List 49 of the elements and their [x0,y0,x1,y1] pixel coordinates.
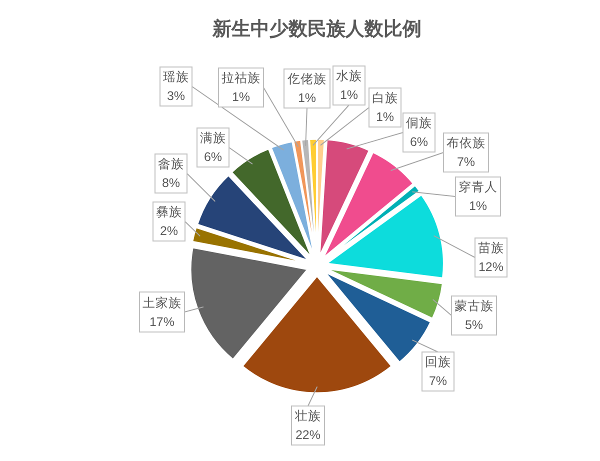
data-label: 2% [160,224,178,238]
data-label: 7% [428,374,448,388]
data-label: 蒙古族 5% [451,296,497,336]
slice-label: 满族 [200,131,226,145]
data-label: 12% [478,260,504,274]
slice-label: 穿青人 [458,180,498,194]
slice-label: 白族 [372,91,398,105]
data-label: 回族 7% [422,352,454,392]
title: 新生中少数民族人数比例 [212,19,422,40]
data-label: 17% [149,315,175,329]
data-label: 6% [204,150,222,164]
data-label: 彝族 2% [152,202,186,242]
data-label: 瑶族 3% [160,66,192,106]
data-label: 22% [295,428,321,442]
slice-label: 畲族 [158,157,184,171]
slice-label: 土家族 [142,295,182,310]
slice-label: 苗族 [478,241,504,255]
data-label: 1% [340,88,358,102]
slice-label: 拉祜族 [222,71,260,85]
data-label: 6% [410,135,428,149]
slice-label: 水族 [336,69,362,83]
slice-label: 彝族 [156,205,182,219]
slice-label: 仡佬族 [286,72,326,86]
data-label: 3% [166,89,186,103]
slice-label: 壮族 [294,409,321,423]
slice-label: 回族 [425,355,451,369]
data-label: 1% [298,91,316,105]
data-label: 1% [376,110,394,124]
data-label: 布依族 7% [443,132,489,172]
data-label: 壮族 22% [291,406,325,446]
slice-label: 布依族 [446,136,486,150]
data-label: 仡佬族 1% [284,68,330,108]
data-label: 畲族 8% [154,154,188,194]
data-label: 7% [456,155,476,169]
data-label: 水族 1% [332,66,366,106]
data-label: 5% [464,318,484,332]
data-label: 白族 1% [368,88,402,128]
data-label: 侗族 6% [402,112,436,152]
data-label: 拉祜族 1% [218,68,264,108]
data-label: 穿青人 1% [455,176,501,216]
data-label: 满族 6% [196,128,230,168]
data-label: 8% [162,176,180,190]
slice-label: 瑶族 [163,70,189,84]
slice-label: 蒙古族 [454,299,494,313]
slice-label: 侗族 [406,116,432,130]
data-label: 苗族 12% [474,238,508,278]
data-label: 1% [468,199,488,213]
data-label: 1% [232,90,250,104]
data-label: 土家族 17% [139,292,185,332]
